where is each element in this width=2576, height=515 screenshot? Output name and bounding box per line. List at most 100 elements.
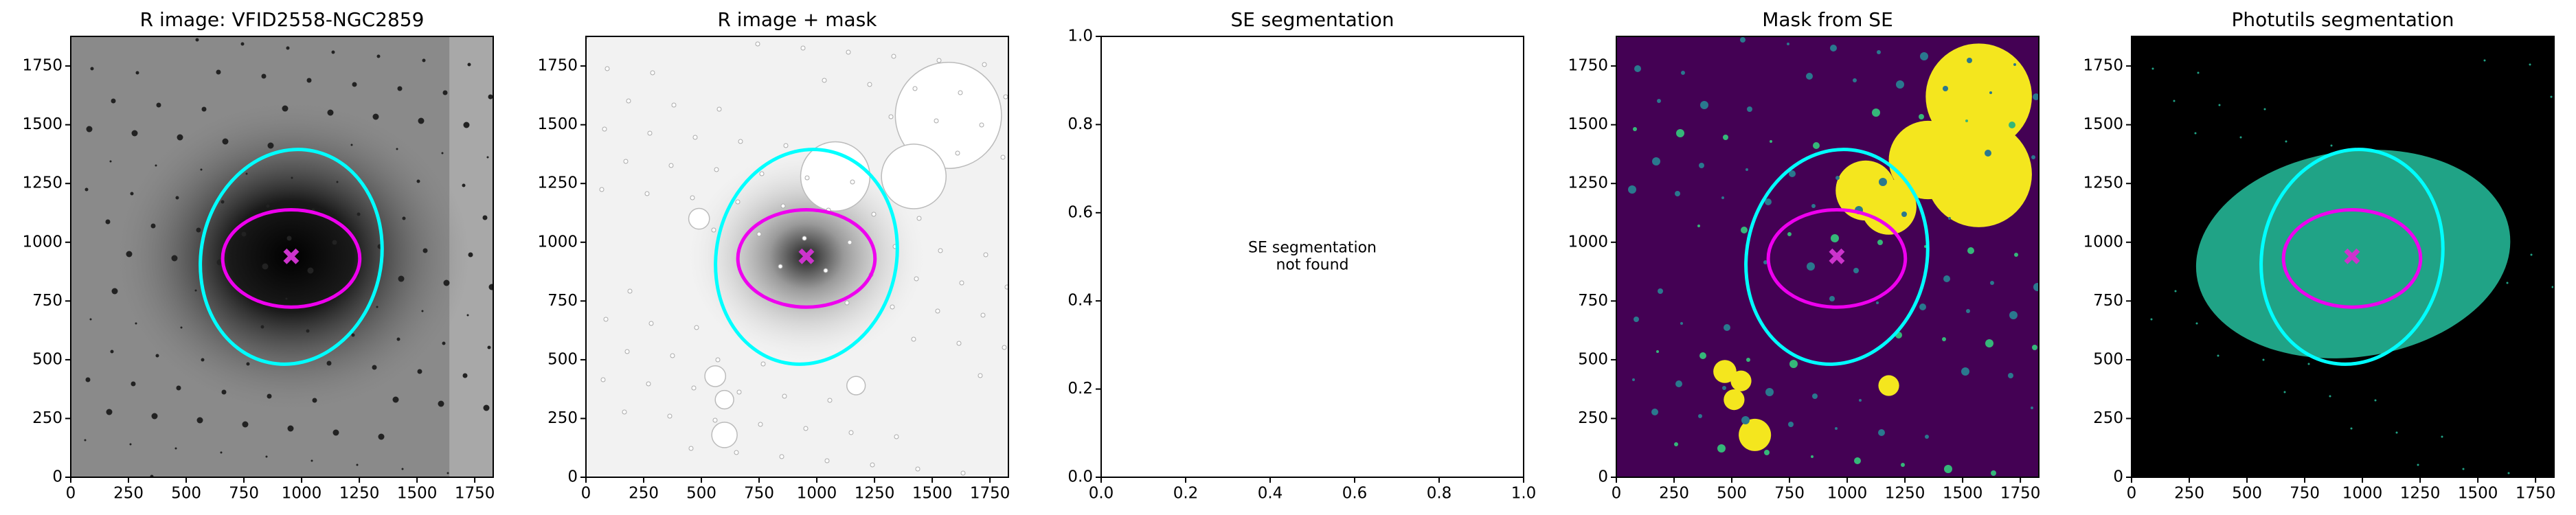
mask-blob [1861,179,1917,235]
segment-dot [2218,104,2221,106]
star [422,248,428,253]
star [129,443,132,446]
star [422,58,426,62]
mask-dot [1628,185,1636,194]
center-marker [798,248,815,264]
annotation: SE segmentation not found [1248,239,1377,274]
mask-dot [624,349,630,354]
mask-dot [1680,322,1683,325]
y-tick-label: 1250 [2083,174,2123,192]
star [85,377,91,382]
star [332,240,337,245]
mask-dot [1878,429,1885,436]
mask-dot [850,179,855,185]
star [155,354,159,358]
star [330,301,333,304]
star [151,413,158,420]
mask-dot [694,325,699,330]
plot-area [71,36,493,477]
mask-dot [1811,455,1814,458]
mask-dot [759,171,765,176]
mask-dot [911,336,916,342]
mask-dot [1966,309,1970,313]
star [109,160,112,163]
star [195,38,199,42]
y-tick-label: 0 [52,468,63,486]
mask-dot [1854,457,1861,464]
ellipse [2259,148,2445,366]
star [310,459,313,462]
y-tick-label: 1000 [537,233,578,251]
y-tick-label: 250 [547,409,578,427]
x-tick-label: 250 [629,485,659,503]
axes-frame [2131,36,2555,478]
mask-dot [824,458,830,464]
mask-dot [650,70,655,76]
y-tick-label: 1500 [2083,115,2123,133]
star [306,329,310,333]
mask-dot [1746,358,1750,362]
mask-dot [1967,58,1972,63]
star [240,42,245,46]
mask-dot [1990,281,1994,285]
x-tick-label: 0.6 [1342,485,1368,503]
mask-dot [934,118,939,124]
star [291,176,293,179]
y-tick-label: 250 [32,409,63,427]
mask-dot [956,341,962,346]
mask-dot [1747,106,1752,112]
mask-dot [1920,52,1928,60]
star [176,385,181,391]
mask-dot [979,122,984,128]
y-tick-label: 0 [1598,468,1608,486]
y-tick-label: 750 [547,292,578,310]
mask-dot [715,357,721,363]
y-tick-label: 250 [1578,409,1608,427]
star [350,144,353,146]
x-tick-label: 1750 [455,485,495,503]
y-tick-label: 500 [547,350,578,368]
segment-dot [2330,144,2333,147]
star [262,263,269,270]
mask-hole [846,376,866,396]
mask-dot [1787,43,1789,45]
mask-dot [959,280,964,286]
mask-dot [1787,232,1792,236]
mask-dot [690,195,695,201]
star [392,396,399,403]
y-tick-label: 1000 [1568,233,1608,251]
mask-dot [623,159,629,164]
mask-dot [827,398,833,403]
mask-hole [704,365,727,387]
segment-dot [2529,63,2531,66]
mask-dot [755,41,760,47]
y-tick-label: 750 [2093,292,2123,310]
x-tick-label: 750 [1774,485,1805,503]
y-tick-label: 1750 [537,57,578,75]
star [155,164,157,167]
segment-dot [2174,290,2177,293]
star [398,275,405,282]
mask-dot [1830,45,1837,52]
star [90,67,94,71]
mask-dot [955,150,960,156]
y-tick-label: 500 [2093,350,2123,368]
star [307,267,314,274]
star [130,192,134,196]
mask-dot [647,130,653,136]
panel: Photutils segmentation 0 250 500 750 1000 1250… [2083,8,2555,503]
segment-dot [2550,95,2553,98]
x-tick-label: 1750 [2516,485,2556,503]
mask-dot [1991,470,1996,476]
mask-dot [1961,367,1969,376]
mask-dot [1942,337,1946,341]
mask-dot [711,227,716,233]
mask-dot [783,143,789,148]
mask-dot [1652,157,1660,165]
mask-dot [867,82,872,87]
y-tick-label: 500 [32,350,63,368]
mask-dot [844,300,850,306]
mask-dot [626,98,631,104]
mask-dot [667,413,673,419]
